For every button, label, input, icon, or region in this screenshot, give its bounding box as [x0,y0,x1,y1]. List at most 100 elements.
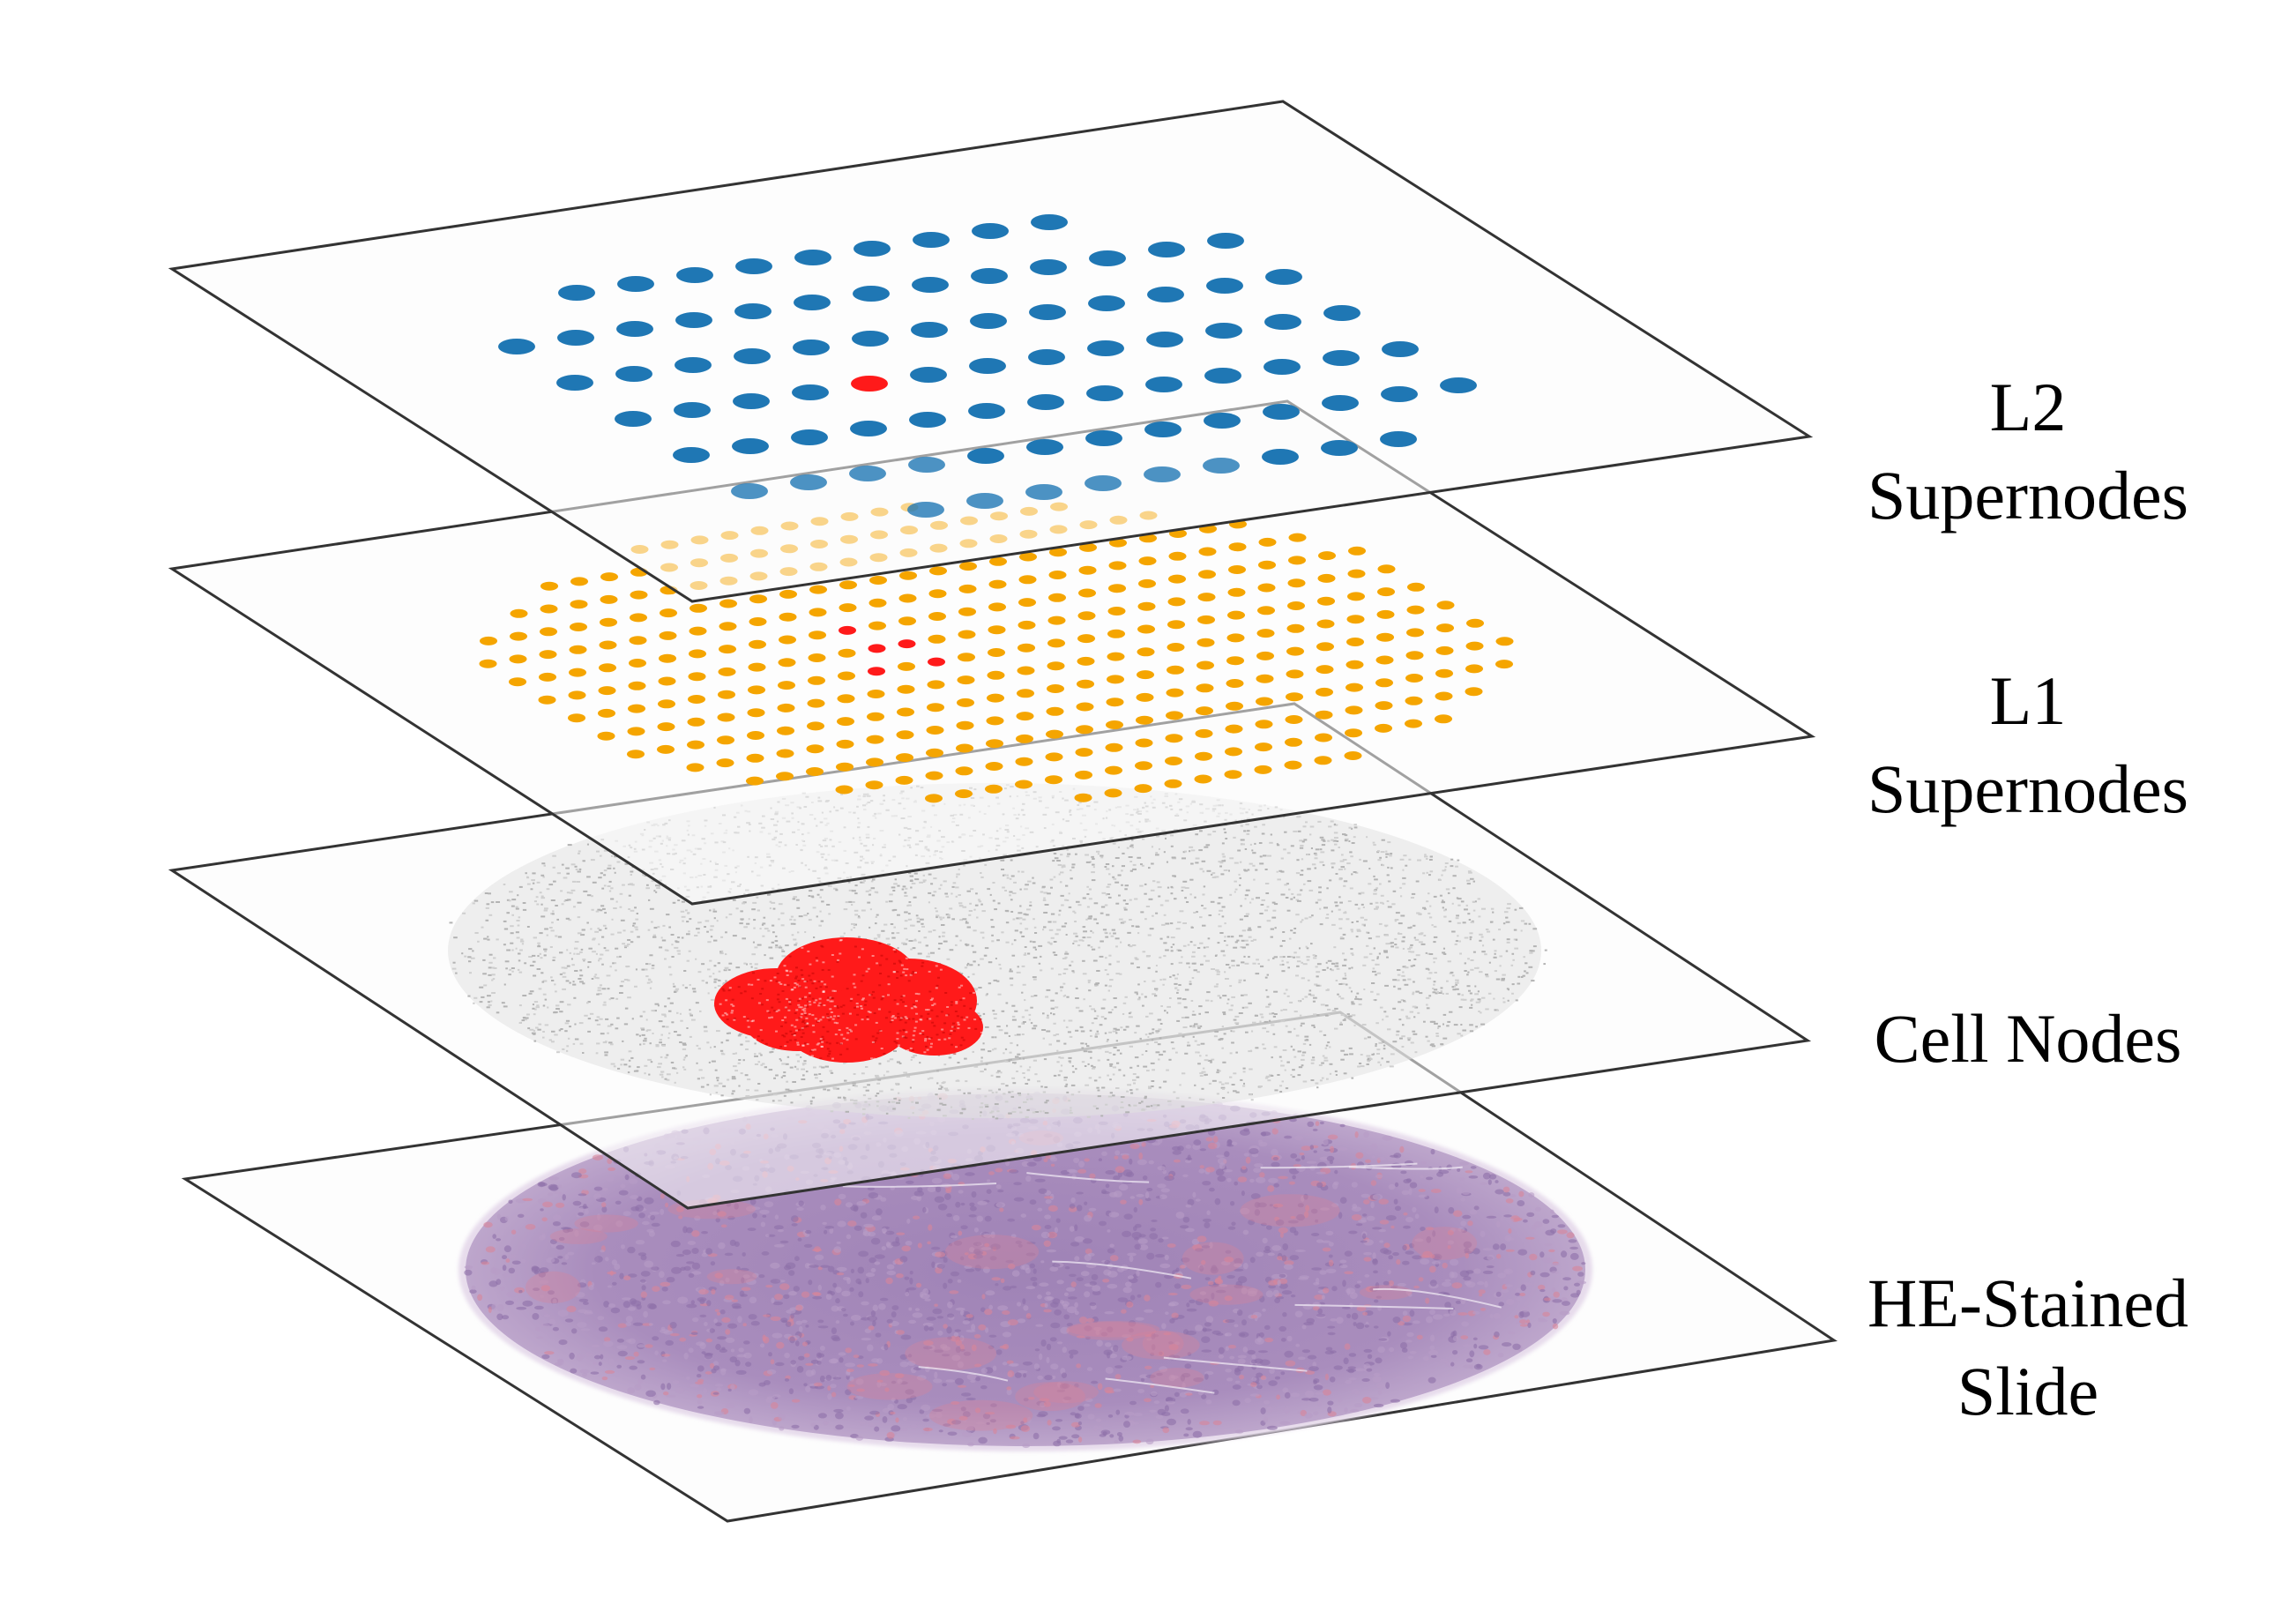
l2-supernode [1264,359,1301,375]
l1-supernode [600,617,617,627]
l1-supernode [1167,620,1185,630]
l1-supernode [746,776,764,786]
l1-supernode [928,612,946,621]
l1-supernode [627,750,645,759]
l1-supernode [1286,692,1303,702]
highlighted-cell-cluster-icon [714,937,984,1063]
l1-supernode [687,740,704,750]
l1-supernode [925,794,943,803]
l1-supernode [898,661,915,671]
label-l1-line1: L1 [1989,662,2067,739]
l1-supernode [928,634,946,644]
l1-supernode [1167,597,1186,607]
l1-supernode-grid-icon [479,502,1514,803]
l2-supernode [791,429,828,445]
l1-supernode [687,717,705,727]
l1-supernode [1017,689,1034,698]
l1-supernode [836,739,854,749]
l1-supernode [899,571,917,580]
l1-supernode [1257,606,1275,616]
l1-supernode [1435,714,1452,724]
l1-supernode [896,730,914,740]
l1-supernode [539,650,557,660]
l1-supernode [1227,610,1245,620]
l1-supernode [897,707,914,717]
l2-supernode [1085,475,1122,491]
l1-supernode [1196,683,1214,693]
l1-supernode [570,577,588,586]
l2-supernode [1323,305,1360,321]
l1-supernode [1137,647,1155,657]
l1-supernode [1375,701,1393,711]
l1-supernode [926,748,943,757]
l1-supernode [1166,711,1183,720]
l1-supernode [718,667,736,676]
l2-supernode [1263,404,1300,420]
l1-supernode [628,681,646,690]
l1-supernode [1345,705,1363,715]
l1-supernode [1254,765,1272,774]
l2-supernode [972,223,1009,239]
l2-supernode [909,412,946,428]
l1-supernode [1048,593,1066,602]
l1-supernode [1107,652,1125,661]
l1-supernode [1104,788,1122,798]
l1-supernode [1316,619,1335,629]
l2-supernode [1085,430,1122,446]
l1-supernode [1288,556,1306,565]
l1-supernode [630,590,648,600]
l1-supernode [540,604,558,614]
l1-supernode [1108,584,1126,593]
l2-supernode [1380,431,1417,447]
l1-supernode [898,616,916,626]
l2-supernode [498,339,535,354]
l1-supernode [1076,702,1094,712]
l1-supernode [1286,669,1304,679]
label-he-slide: HE-Stained Slide [1781,1259,2275,1436]
l2-supernodes-plane [168,100,1814,603]
l1-supernode [988,625,1006,635]
l1-supernode [1016,712,1034,721]
l2-supernode [1321,440,1358,456]
l1-supernode [1166,688,1184,698]
l1-supernode [1287,601,1305,610]
l1-supernode [1288,533,1307,542]
l1-supernode [958,653,975,662]
l1-supernode [836,762,854,772]
l2-supernode [615,366,652,382]
l1-supernode [1165,757,1182,765]
l2-supernode [1028,349,1065,365]
l1-supernode [778,681,795,690]
label-he-line2: Slide [1957,1353,2099,1429]
l1-supernode [1016,734,1033,743]
l1-supernode [956,743,973,753]
l1-supernode [1225,747,1242,757]
l1-supernode [748,662,766,672]
l1-supernode [629,659,646,668]
l1-supernode [1346,615,1365,624]
l1-supernode [1317,596,1335,606]
l2-supernode [1382,341,1419,357]
l2-supernode [793,339,830,355]
l1-supernode [776,749,794,758]
l1-supernode [1078,588,1096,598]
l2-supernode [1262,449,1299,465]
highlighted-l1-supernode [928,657,945,667]
l1-supernode [1375,678,1393,688]
l1-supernode [1195,728,1213,738]
l1-supernode [955,789,973,799]
l2-supernode [557,330,594,346]
l1-supernode [1405,719,1422,728]
l1-supernode [509,677,526,687]
l1-supernode [1228,542,1247,552]
l1-supernode [1107,675,1124,684]
l1-supernode [925,771,943,780]
l1-supernode [985,762,1003,771]
l1-supernode [1436,601,1455,610]
l1-supernode [957,698,974,707]
l2-supernode [1203,458,1240,474]
l1-supernode [1435,668,1453,678]
l1-supernode [777,726,794,735]
l1-supernode [1196,706,1213,716]
l1-supernode [690,603,707,613]
